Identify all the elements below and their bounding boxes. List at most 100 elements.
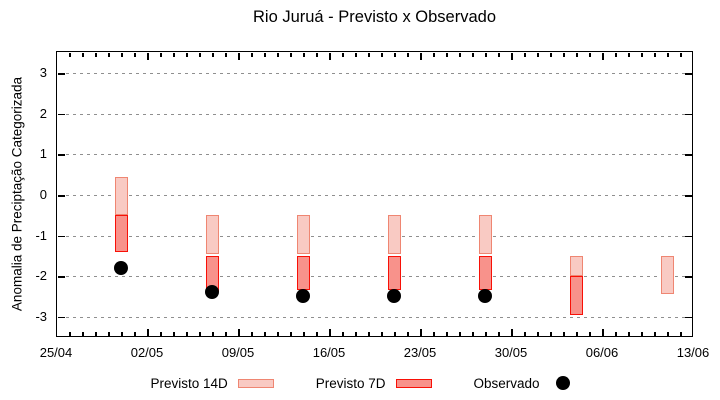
- x-tick-bottom: [407, 331, 409, 336]
- x-tick-top: [251, 52, 253, 57]
- y-tick-left: [57, 113, 65, 116]
- x-tick-bottom: [394, 331, 396, 336]
- y-tick-left: [57, 73, 65, 75]
- y-tick-label: -2: [35, 268, 47, 284]
- x-tick-top: [589, 52, 591, 57]
- x-tick-bottom: [225, 331, 227, 336]
- x-tick-top: [381, 52, 383, 57]
- x-tick-top: [420, 52, 422, 60]
- x-tick-bottom: [563, 331, 565, 336]
- x-tick-top: [667, 52, 669, 57]
- x-tick-top: [82, 52, 84, 57]
- legend-item-previsto-7d: Previsto 7D: [316, 376, 432, 391]
- y-tick-label: 2: [39, 105, 47, 121]
- legend: Previsto 14D Previsto 7D Observado: [0, 371, 720, 395]
- x-tick-bottom: [251, 331, 253, 336]
- x-tick-label: 30/05: [494, 345, 528, 360]
- legend-item-previsto-14d: Previsto 14D: [150, 376, 274, 391]
- x-tick-bottom: [277, 331, 279, 336]
- x-tick-bottom: [212, 331, 214, 336]
- x-tick-bottom: [589, 331, 591, 336]
- x-tick-bottom: [459, 331, 461, 336]
- legend-swatch-previsto-7d-icon: [395, 378, 432, 388]
- x-tick-top: [95, 52, 97, 57]
- x-tick-top: [355, 52, 357, 57]
- x-tick-bottom: [355, 331, 357, 336]
- x-tick-top: [459, 52, 461, 57]
- legend-label-previsto-7d: Previsto 7D: [315, 375, 386, 391]
- y-tick-right: [684, 316, 692, 319]
- y-tick-label: 0: [39, 187, 47, 202]
- x-tick-top: [615, 52, 617, 57]
- bar-previsto-14d: [387, 215, 401, 254]
- x-tick-top: [160, 52, 162, 57]
- x-tick-top: [368, 52, 370, 57]
- x-tick-top: [550, 52, 552, 57]
- x-tick-top: [225, 52, 227, 57]
- y-tick-left: [57, 235, 65, 238]
- bar-previsto-7d: [114, 215, 128, 252]
- x-tick-top: [472, 52, 474, 57]
- x-tick-bottom: [134, 331, 136, 336]
- x-tick-bottom: [147, 328, 149, 336]
- x-tick-top: [485, 52, 487, 57]
- x-tick-top: [173, 52, 175, 57]
- x-tick-bottom: [173, 331, 175, 336]
- y-tick-label: 3: [39, 65, 47, 81]
- y-gridline: [59, 195, 690, 196]
- legend-swatch-previsto-14d-icon: [237, 378, 274, 388]
- x-tick-bottom: [485, 331, 487, 336]
- y-gridline: [59, 236, 690, 237]
- x-tick-bottom: [433, 331, 435, 336]
- bar-previsto-14d: [296, 215, 310, 254]
- x-tick-top: [498, 52, 500, 57]
- x-tick-bottom: [329, 328, 331, 336]
- x-tick-bottom: [368, 331, 370, 336]
- bar-previsto-14d: [660, 255, 674, 295]
- y-tick-label: 1: [39, 146, 47, 162]
- x-tick-top: [433, 52, 435, 57]
- x-tick-label: 09/05: [221, 345, 255, 360]
- x-tick-top: [628, 52, 630, 57]
- x-tick-bottom: [186, 331, 188, 336]
- x-tick-bottom: [680, 331, 682, 336]
- plot-area: [56, 51, 693, 337]
- x-tick-top: [134, 52, 136, 57]
- y-tick-label: -3: [35, 308, 47, 324]
- x-tick-bottom: [238, 328, 240, 336]
- observado-dot: [478, 289, 492, 304]
- x-tick-bottom: [524, 331, 526, 336]
- y-tick-left: [57, 154, 65, 156]
- bar-previsto-14d: [205, 215, 219, 254]
- x-tick-top: [407, 52, 409, 57]
- bar-previsto-14d: [569, 255, 583, 277]
- x-tick-label: 25/04: [39, 345, 73, 360]
- x-tick-top: [290, 52, 292, 57]
- x-tick-bottom: [537, 331, 539, 336]
- y-tick-right: [684, 113, 692, 116]
- y-tick-left: [57, 316, 65, 319]
- x-tick-bottom: [160, 331, 162, 336]
- x-tick-bottom: [82, 331, 84, 336]
- x-tick-bottom: [316, 331, 318, 336]
- legend-item-observado: Observado: [474, 376, 570, 391]
- x-tick-bottom: [303, 331, 305, 336]
- x-tick-label: 23/05: [403, 345, 437, 360]
- x-tick-top: [186, 52, 188, 57]
- x-tick-top: [563, 52, 565, 57]
- x-tick-bottom: [615, 331, 617, 336]
- chart-title: Rio Juruá - Previsto x Observado: [252, 8, 496, 26]
- x-tick-top: [446, 52, 448, 57]
- x-tick-top: [108, 52, 110, 57]
- x-tick-bottom: [69, 331, 71, 336]
- x-tick-bottom: [290, 331, 292, 336]
- y-tick-right: [684, 73, 692, 75]
- x-tick-top: [524, 52, 526, 57]
- x-tick-bottom: [511, 328, 513, 336]
- x-tick-top: [69, 52, 71, 57]
- observado-dot: [114, 261, 128, 276]
- x-tick-top: [238, 52, 240, 60]
- x-tick-top: [537, 52, 539, 57]
- x-tick-top: [212, 52, 214, 57]
- legend-swatch-observado-icon: [555, 376, 570, 390]
